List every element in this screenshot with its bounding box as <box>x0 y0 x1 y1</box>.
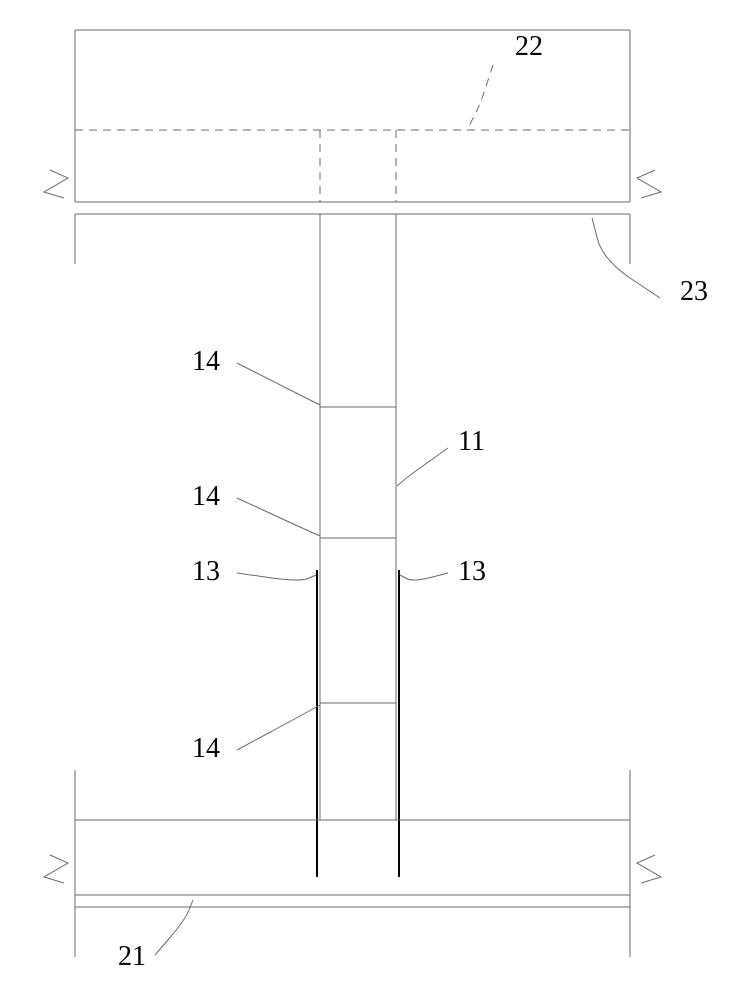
leader-line <box>468 65 493 128</box>
leader-line <box>237 705 320 750</box>
label-14b: 14 <box>192 481 220 512</box>
leader-line <box>592 218 660 298</box>
leader-line <box>400 573 448 580</box>
label-14c: 14 <box>192 733 220 764</box>
break-mark-top-left <box>44 170 68 198</box>
break-mark-top-right <box>637 170 661 198</box>
technical-drawing: 22 23 14 11 14 13 13 14 21 <box>0 0 750 1000</box>
label-11: 11 <box>458 426 485 457</box>
label-23: 23 <box>680 276 708 307</box>
label-13R: 13 <box>458 556 486 587</box>
label-21: 21 <box>118 941 146 972</box>
break-mark-bottom-right <box>637 855 661 883</box>
leader-line <box>237 573 316 580</box>
leader-line <box>397 448 448 486</box>
leader-line <box>237 363 320 405</box>
label-14a: 14 <box>192 346 220 377</box>
leader-line <box>237 498 320 536</box>
leader-line <box>155 900 193 955</box>
break-mark-bottom-left <box>44 855 68 883</box>
diagram-svg: 22 23 14 11 14 13 13 14 21 <box>0 0 750 1000</box>
label-22: 22 <box>515 31 543 62</box>
label-13L: 13 <box>192 556 220 587</box>
